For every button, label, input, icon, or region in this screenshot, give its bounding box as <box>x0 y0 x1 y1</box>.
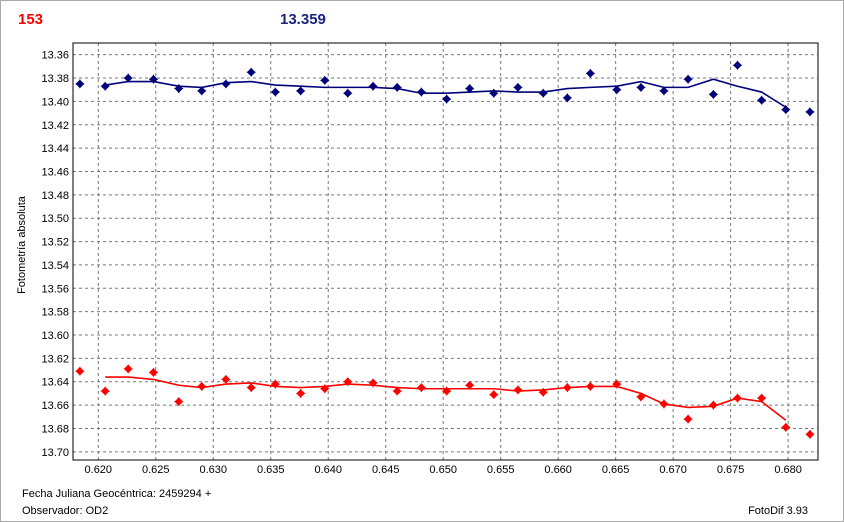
data-point <box>149 367 158 377</box>
data-point <box>343 88 353 98</box>
data-point <box>416 383 426 392</box>
data-point <box>100 386 110 396</box>
data-point <box>781 422 791 432</box>
data-point <box>75 79 85 89</box>
y-tick-label: 13.60 <box>41 330 69 342</box>
x-tick-label: 0.620 <box>85 464 113 476</box>
data-point <box>683 74 693 84</box>
x-tick-label: 0.665 <box>602 464 630 476</box>
data-point <box>465 84 475 93</box>
data-point <box>442 94 452 104</box>
data-point <box>174 397 184 406</box>
x-tick-label: 0.655 <box>487 464 515 476</box>
y-tick-label: 13.36 <box>41 50 69 62</box>
data-point <box>683 414 693 424</box>
data-point <box>221 375 231 384</box>
x-tick-label: 0.625 <box>142 464 170 476</box>
y-tick-label: 13.58 <box>41 307 69 319</box>
y-tick-label: 13.68 <box>41 423 69 435</box>
x-tick-label: 0.645 <box>372 464 400 476</box>
y-tick-label: 13.56 <box>41 283 69 295</box>
y-tick-label: 13.66 <box>41 400 69 412</box>
data-point <box>320 75 330 85</box>
data-point <box>708 89 718 99</box>
footer-date: Fecha Juliana Geocéntrica: 2459294 + <box>22 488 211 500</box>
data-point <box>296 86 306 96</box>
data-point <box>246 67 256 77</box>
y-tick-label: 13.48 <box>41 190 69 202</box>
y-tick-label: 13.40 <box>41 96 69 108</box>
fit-line <box>105 376 787 421</box>
y-tick-label: 13.50 <box>41 213 69 225</box>
y-tick-label: 13.70 <box>41 447 69 459</box>
y-tick-label: 13.44 <box>41 143 69 155</box>
data-point <box>513 82 523 92</box>
x-tick-label: 0.680 <box>774 464 802 476</box>
data-point <box>636 82 646 92</box>
x-tick-label: 0.650 <box>429 464 457 476</box>
y-tick-label: 13.42 <box>41 120 69 132</box>
data-point <box>562 93 572 103</box>
data-point <box>368 81 378 91</box>
y-tick-label: 13.46 <box>41 166 69 178</box>
fit-line <box>105 78 787 108</box>
data-point <box>489 390 499 399</box>
header-count: 153 <box>18 11 43 28</box>
data-point <box>123 364 133 374</box>
plot-frame <box>72 42 819 461</box>
y-tick-label: 13.38 <box>41 73 69 85</box>
data-point <box>513 385 523 395</box>
y-tick-label: 13.54 <box>41 260 69 272</box>
x-tick-label: 0.675 <box>717 464 745 476</box>
x-tick-label: 0.635 <box>257 464 285 476</box>
header-value: 13.359 <box>280 11 326 28</box>
data-point <box>636 392 646 402</box>
data-point <box>100 81 110 91</box>
data-point <box>757 95 767 105</box>
footer-version: FotoDif 3.93 <box>748 505 808 517</box>
y-axis-label: Fotometría absoluta <box>16 195 28 294</box>
data-point <box>805 429 815 439</box>
data-point <box>805 107 815 117</box>
data-point <box>585 68 595 78</box>
x-tick-label: 0.640 <box>314 464 342 476</box>
x-tick-label: 0.630 <box>199 464 227 476</box>
x-tick-label: 0.670 <box>659 464 687 476</box>
data-point <box>270 87 280 97</box>
data-point <box>733 60 742 70</box>
footer-observer: Observador: OD2 <box>22 505 108 517</box>
data-point <box>538 88 548 98</box>
data-point <box>246 383 256 392</box>
y-tick-label: 13.52 <box>41 237 69 249</box>
data-point <box>392 82 402 92</box>
data-point <box>296 389 306 398</box>
y-tick-label: 13.64 <box>41 377 69 389</box>
data-point <box>75 366 85 376</box>
y-tick-label: 13.62 <box>41 353 69 365</box>
x-tick-label: 0.660 <box>544 464 572 476</box>
